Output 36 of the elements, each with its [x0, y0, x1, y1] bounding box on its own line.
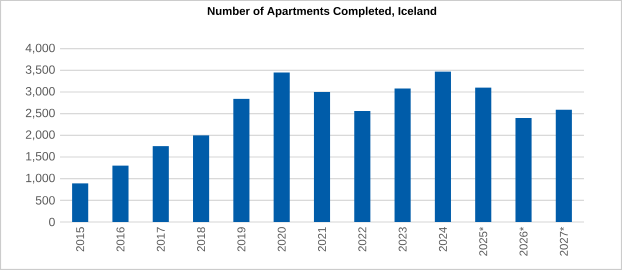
bar [475, 88, 492, 222]
bar [354, 111, 370, 222]
y-tick-label: 0 [49, 218, 55, 226]
bar [394, 88, 411, 222]
bar [434, 72, 451, 222]
x-tick-label: 2015 [76, 227, 84, 252]
bar [556, 110, 572, 222]
bar [193, 135, 210, 222]
bar [152, 146, 169, 222]
x-tick-label: 2020 [278, 227, 286, 252]
bar [112, 166, 129, 222]
bar [274, 72, 290, 222]
y-tick-label: 2,000 [26, 130, 55, 140]
bar [515, 118, 532, 222]
x-tick-label: 2027* [560, 226, 568, 256]
bar [72, 183, 88, 222]
x-tick-label: 2025* [479, 226, 488, 256]
x-tick-label: 2026* [520, 226, 528, 256]
chart-title: Number of Apartments Completed, Iceland [208, 6, 436, 18]
y-tick-label: 500 [36, 196, 55, 205]
y-tick-label: 2,500 [26, 108, 55, 119]
x-tick-label: 2017 [156, 227, 165, 252]
y-tick-label: 3,000 [26, 87, 55, 97]
y-tick-label: 1,000 [26, 174, 55, 184]
bar [233, 98, 250, 222]
y-tick-label: 3,500 [26, 65, 55, 76]
bar [314, 92, 330, 222]
y-tick-label: 4,000 [26, 44, 55, 54]
y-tick-label: 1,500 [26, 152, 55, 162]
x-tick-label: 2022 [358, 227, 366, 252]
x-tick-label: 2019 [237, 227, 246, 252]
x-tick-label: 2021 [318, 227, 326, 252]
x-tick-label: 2018 [197, 227, 206, 252]
x-tick-label: 2016 [116, 227, 124, 252]
x-tick-label: 2024 [438, 227, 447, 252]
x-tick-label: 2023 [398, 227, 407, 252]
